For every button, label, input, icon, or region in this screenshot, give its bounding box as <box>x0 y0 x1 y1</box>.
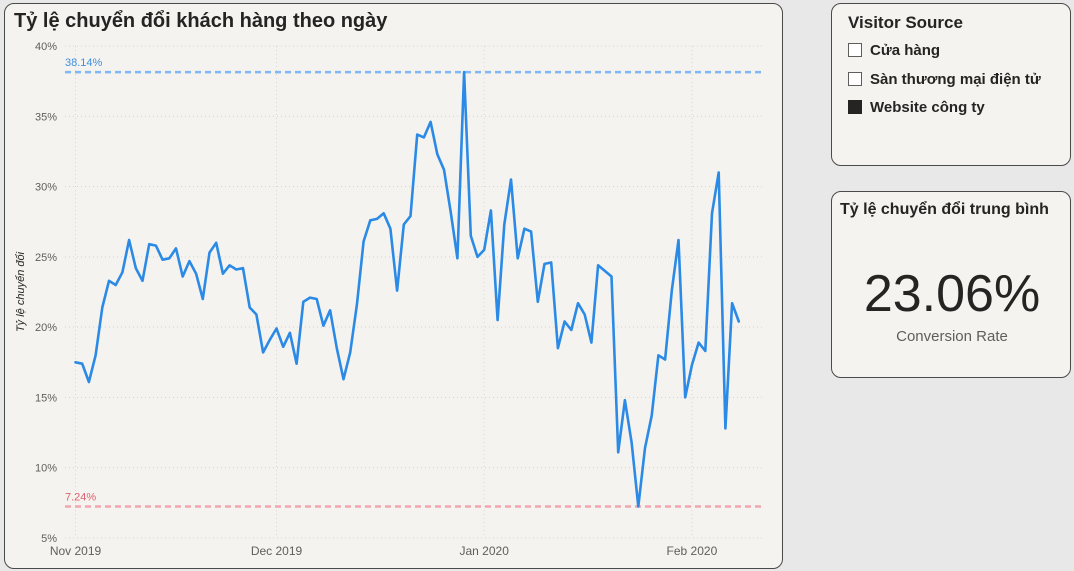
y-tick-label: 30% <box>35 182 57 194</box>
y-tick-label: 20% <box>35 322 57 334</box>
y-tick-label: 35% <box>35 111 57 123</box>
min-reference-label: 7.24% <box>65 492 96 504</box>
y-tick-label: 5% <box>41 533 57 545</box>
checkbox-icon[interactable] <box>848 72 862 86</box>
kpi-title: Tỷ lệ chuyển đổi trung bình <box>840 201 1049 218</box>
chart-title: Tỷ lệ chuyển đổi khách hàng theo ngày <box>14 10 388 32</box>
chart-card: Tỷ lệ chuyển đổi khách hàng theo ngày 5%… <box>4 3 783 569</box>
y-tick-label: 40% <box>35 41 57 53</box>
checkbox-icon[interactable] <box>848 43 862 57</box>
slicer-item-label: Website công ty <box>870 98 985 116</box>
x-tick-label: Dec 2019 <box>251 544 303 558</box>
series-line <box>74 70 741 508</box>
y-tick-label: 15% <box>35 392 57 404</box>
kpi-value: 23.06% <box>863 265 1041 323</box>
visitor-source-slicer: Visitor Source Cửa hàng Sàn thương mại đ… <box>831 3 1071 166</box>
max-reference-label: 38.14% <box>65 57 103 69</box>
checkbox-checked-icon[interactable] <box>848 100 862 114</box>
x-tick-label: Jan 2020 <box>460 544 510 558</box>
slicer-title: Visitor Source <box>848 13 963 32</box>
kpi-card: Tỷ lệ chuyển đổi trung bình 23.06% Conve… <box>831 191 1071 378</box>
slicer-item-cua-hang[interactable]: Cửa hàng <box>848 40 940 60</box>
y-tick-label: 10% <box>35 463 57 475</box>
slicer-item-label: Sàn thương mại điện tử <box>870 70 1041 88</box>
slicer-item-san-thuong-mai[interactable]: Sàn thương mại điện tử <box>848 69 1041 89</box>
y-tick-label: 25% <box>35 252 57 264</box>
slicer-item-label: Cửa hàng <box>870 41 941 59</box>
y-axis-label: Tỷ lệ chuyển đổi <box>15 251 27 332</box>
x-tick-label: Feb 2020 <box>667 544 718 558</box>
kpi-label: Conversion Rate <box>896 328 1008 345</box>
x-tick-label: Nov 2019 <box>50 544 102 558</box>
slicer-item-website[interactable]: Website công ty <box>848 97 985 117</box>
line-chart: 5% 10% 15% 20% 25% 30% 35% 40% Nov 2019 Dec 2019 J… <box>15 41 765 558</box>
